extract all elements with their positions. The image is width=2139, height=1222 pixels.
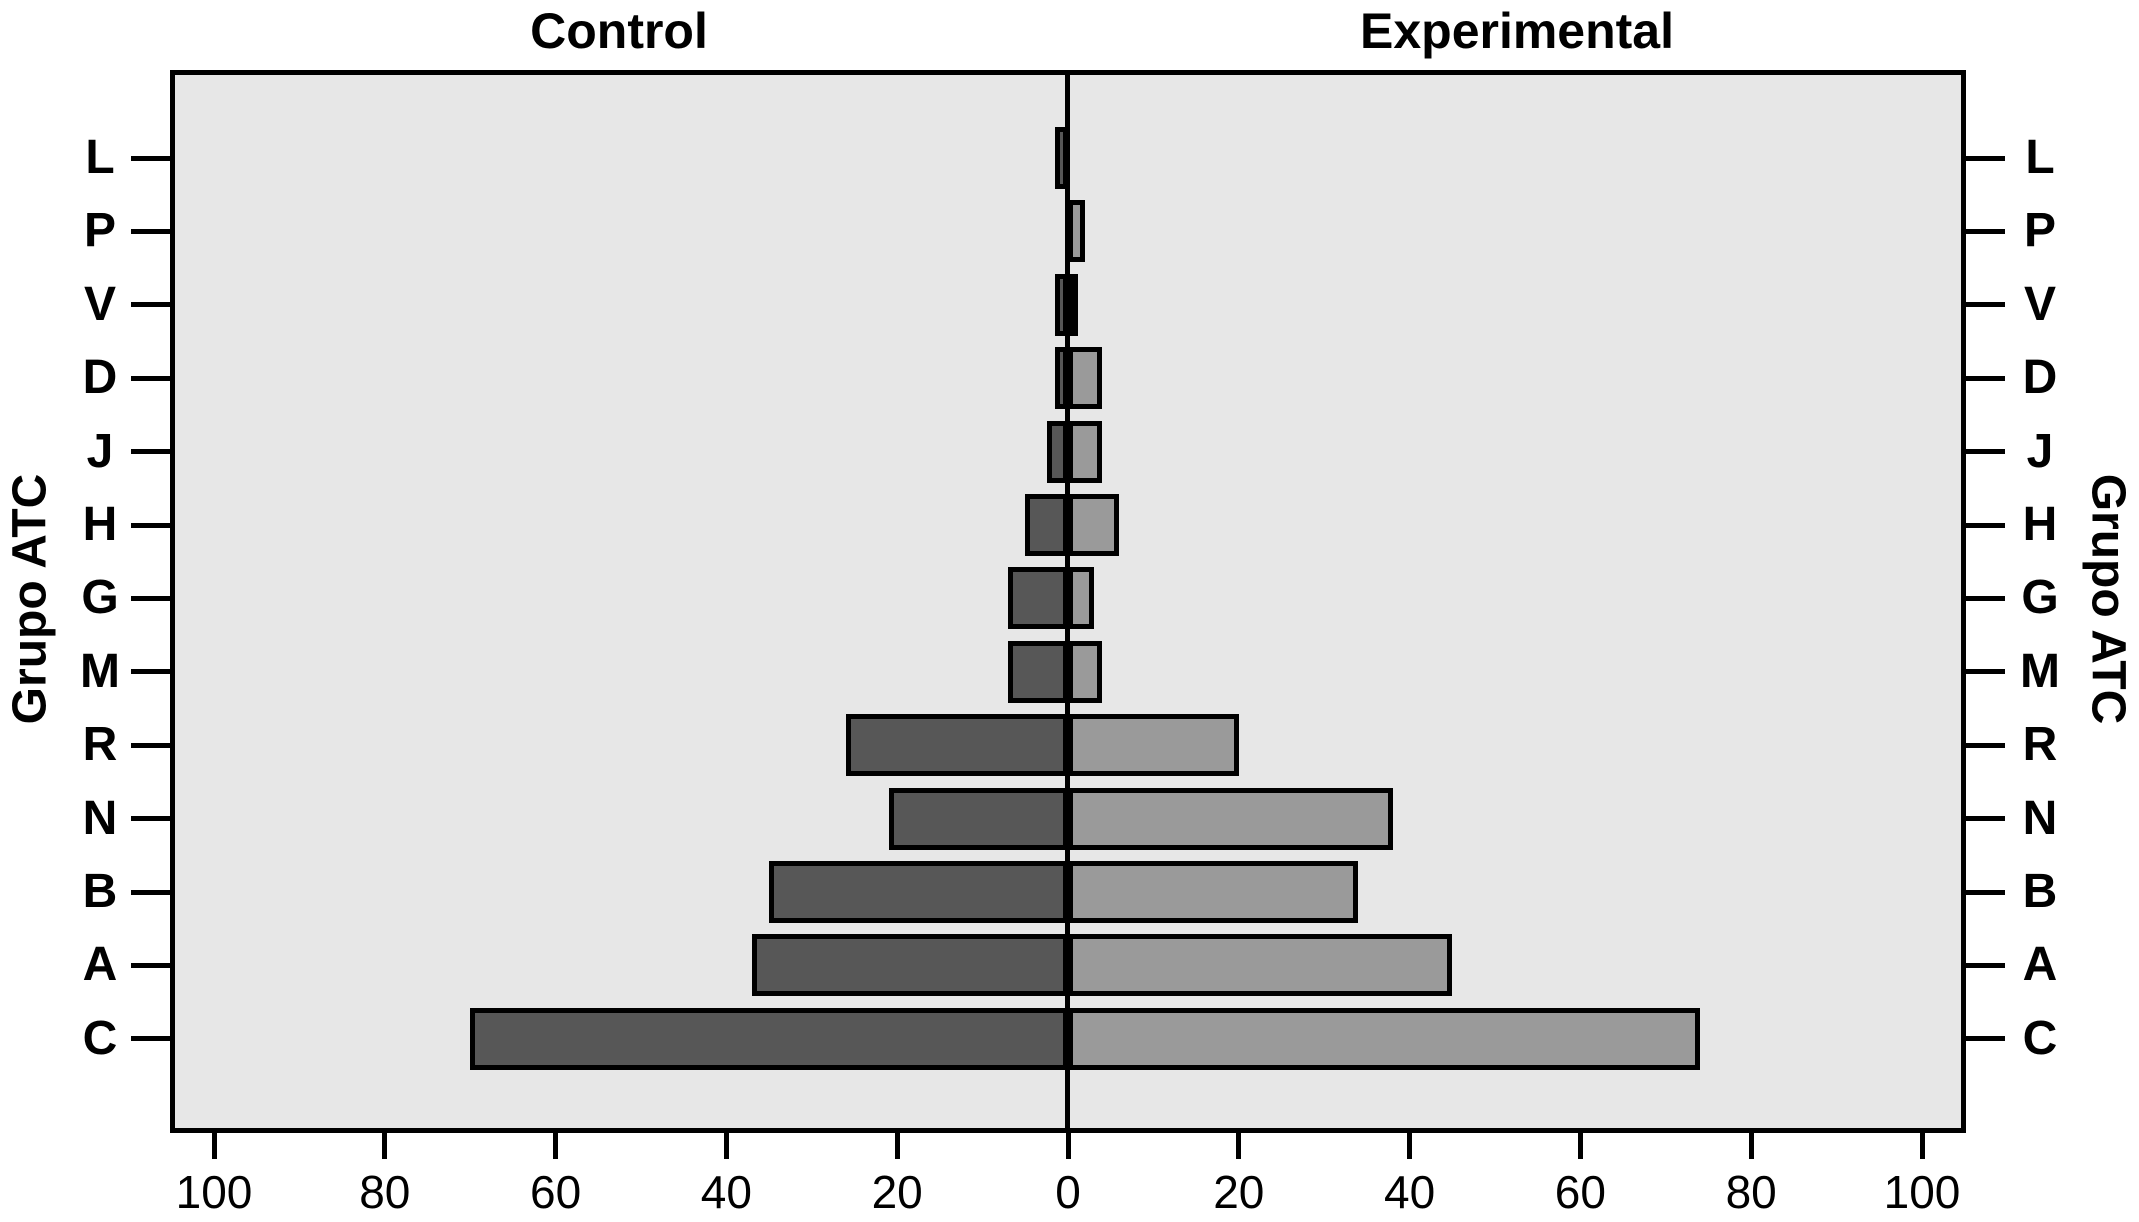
category-label-right-P: P: [2023, 204, 2056, 258]
x-axis-tick-left-60: [553, 1133, 559, 1159]
bar-experimental-J: [1068, 420, 1103, 483]
bar-control-R: [845, 714, 1068, 777]
x-axis-label-right-40: 40: [1384, 1166, 1436, 1218]
right-panel-title: Experimental: [1359, 3, 1675, 59]
x-axis-tick-right-60: [1577, 1133, 1583, 1159]
category-label-right-V: V: [2023, 277, 2056, 331]
x-axis-label-right-100: 100: [1883, 1166, 1961, 1218]
category-label-left-B: B: [82, 865, 118, 918]
category-tick-right-D: [1966, 375, 2005, 381]
x-axis-tick-right-100: [1919, 1133, 1925, 1159]
category-tick-left-B: [131, 889, 170, 895]
bar-control-A: [752, 934, 1068, 997]
category-tick-right-L: [1966, 155, 2005, 161]
category-tick-left-G: [131, 595, 170, 601]
x-axis-label-right-20: 20: [1213, 1166, 1265, 1218]
bar-experimental-D: [1068, 347, 1103, 410]
bar-experimental-G: [1068, 567, 1094, 630]
category-tick-left-L: [131, 155, 170, 161]
category-tick-right-B: [1966, 889, 2005, 895]
category-label-right-L: L: [2025, 131, 2055, 184]
category-tick-right-C: [1966, 1036, 2005, 1042]
category-label-right-R: R: [2022, 718, 2058, 772]
category-label-right-C: C: [2022, 1011, 2058, 1065]
x-axis-tick-left-80: [382, 1133, 388, 1159]
category-tick-right-V: [1966, 302, 2005, 308]
category-label-right-A: A: [2022, 938, 2058, 992]
category-tick-left-D: [131, 375, 170, 381]
bar-experimental-R: [1068, 714, 1239, 777]
category-tick-left-A: [131, 962, 170, 968]
x-axis-tick-left-100: [211, 1133, 217, 1159]
bar-experimental-A: [1068, 934, 1453, 997]
category-tick-left-N: [131, 816, 170, 822]
category-label-right-J: J: [2026, 424, 2054, 478]
x-axis-tick-left-40: [723, 1133, 729, 1159]
category-label-left-N: N: [82, 791, 118, 845]
x-axis-tick-right-40: [1407, 1133, 1413, 1159]
bar-control-B: [769, 861, 1068, 923]
category-label-right-G: G: [2021, 571, 2059, 625]
category-label-left-M: M: [80, 644, 120, 698]
category-label-right-N: N: [2022, 791, 2058, 845]
category-tick-left-M: [131, 669, 170, 675]
category-label-left-V: V: [83, 277, 116, 331]
category-label-left-J: J: [86, 424, 114, 478]
category-tick-right-P: [1966, 228, 2005, 234]
category-tick-left-C: [131, 1036, 170, 1042]
category-tick-left-P: [131, 228, 170, 234]
category-label-right-B: B: [2022, 865, 2058, 918]
x-axis-label-left-60: 60: [530, 1166, 582, 1218]
category-tick-right-J: [1966, 449, 2005, 455]
category-tick-left-V: [131, 302, 170, 308]
category-label-right-M: M: [2020, 644, 2060, 698]
bar-experimental-C: [1068, 1007, 1700, 1070]
category-label-right-D: D: [2022, 351, 2058, 405]
category-tick-right-A: [1966, 962, 2005, 968]
x-axis-label-right-60: 60: [1554, 1166, 1606, 1218]
bar-control-N: [888, 787, 1068, 850]
bar-experimental-B: [1068, 861, 1359, 923]
category-label-right-H: H: [2022, 498, 2058, 551]
category-tick-right-R: [1966, 742, 2005, 748]
x-axis-label-left-40: 40: [700, 1166, 752, 1218]
category-tick-right-N: [1966, 816, 2005, 822]
category-tick-left-J: [131, 449, 170, 455]
bar-experimental-P: [1068, 200, 1086, 263]
left-panel-title: Control: [530, 3, 708, 59]
bar-experimental-N: [1068, 787, 1393, 850]
x-axis-tick-right-80: [1748, 1133, 1754, 1159]
bar-control-M: [1008, 640, 1068, 703]
x-axis-label-center-0: 0: [1055, 1166, 1081, 1218]
bar-control-H: [1025, 494, 1068, 556]
category-label-left-C: C: [82, 1011, 118, 1065]
bar-experimental-V: [1068, 273, 1078, 336]
x-axis-tick-center-0: [1065, 1133, 1071, 1159]
category-label-left-G: G: [81, 571, 119, 625]
x-axis-label-left-80: 80: [359, 1166, 411, 1218]
category-tick-right-H: [1966, 522, 2005, 528]
x-axis-tick-right-20: [1236, 1133, 1242, 1159]
bar-experimental-M: [1068, 640, 1103, 703]
category-label-left-L: L: [85, 131, 115, 184]
bar-control-C: [470, 1007, 1068, 1070]
category-label-left-A: A: [82, 938, 118, 992]
category-tick-right-M: [1966, 669, 2005, 675]
category-tick-left-H: [131, 522, 170, 528]
bar-control-G: [1008, 567, 1068, 630]
category-label-left-P: P: [83, 204, 116, 258]
bar-experimental-H: [1068, 494, 1120, 556]
x-axis-label-right-80: 80: [1725, 1166, 1777, 1218]
category-label-left-H: H: [82, 498, 118, 551]
x-axis-tick-left-20: [894, 1133, 900, 1159]
category-label-left-R: R: [82, 718, 118, 772]
category-tick-left-R: [131, 742, 170, 748]
x-axis-label-left-100: 100: [175, 1166, 253, 1218]
category-label-left-D: D: [82, 351, 118, 405]
category-tick-right-G: [1966, 595, 2005, 601]
x-axis-label-left-20: 20: [871, 1166, 923, 1218]
zero-axis-line: [1065, 70, 1070, 1133]
